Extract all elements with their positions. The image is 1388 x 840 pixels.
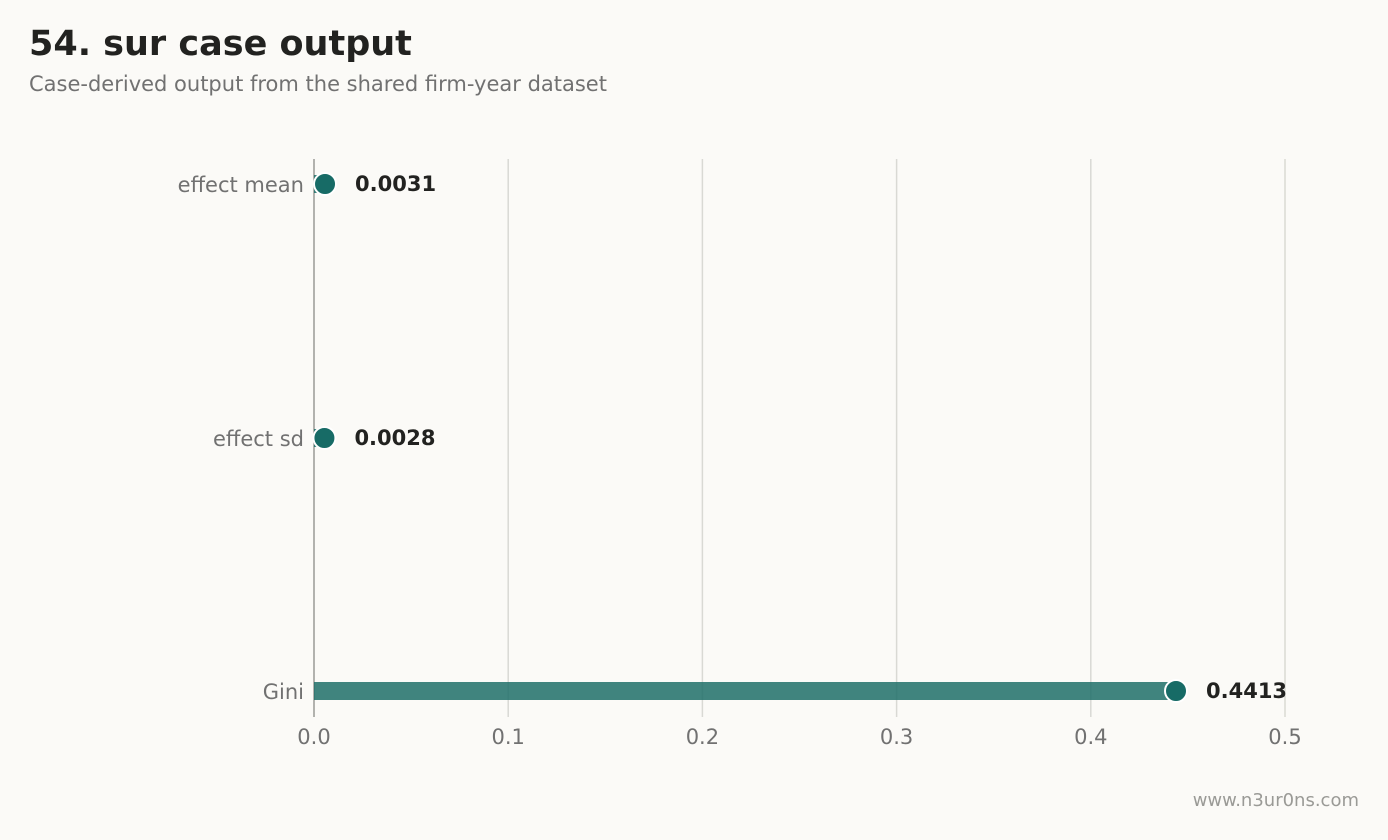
bars: [312, 172, 1189, 703]
chart-subtitle: Case-derived output from the shared firm…: [29, 72, 607, 96]
x-tick-label: 0.5: [1268, 725, 1301, 749]
value-label: 0.0031: [355, 172, 436, 196]
x-tick-label: 0.1: [491, 725, 524, 749]
footer-credit: www.n3ur0ns.com: [1192, 790, 1359, 811]
data-point: [1164, 679, 1189, 703]
value-label: 0.0028: [354, 426, 435, 450]
category-label: effect mean: [178, 173, 304, 197]
x-tick-label: 0.0: [297, 725, 330, 749]
x-tick-label: 0.2: [686, 725, 719, 749]
category-label: effect sd: [213, 427, 304, 451]
labels: 0.0 0.1 0.2 0.3 0.4 0.5 effect mean 0.0031 effec…: [178, 172, 1302, 749]
x-tick-label: 0.3: [880, 725, 913, 749]
x-tick-label: 0.4: [1074, 725, 1107, 749]
data-point: [312, 426, 337, 450]
value-label: 0.4413: [1206, 679, 1287, 703]
data-point: [313, 172, 338, 196]
category-label: Gini: [263, 680, 304, 704]
gridlines: [507, 159, 1286, 717]
chart-title: 54. sur case output: [29, 24, 412, 64]
bar: [314, 682, 1172, 700]
